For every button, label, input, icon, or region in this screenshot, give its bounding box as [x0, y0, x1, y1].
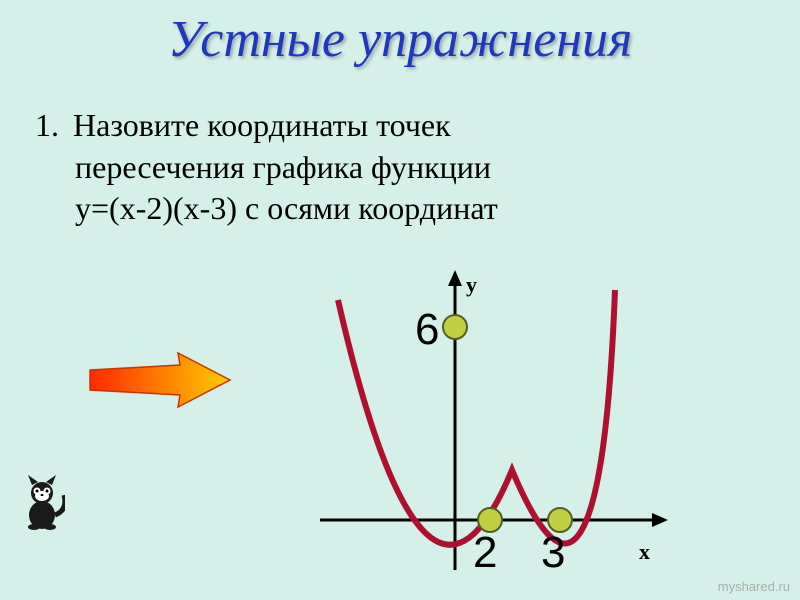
cat-icon: [20, 475, 65, 530]
value-3: 3: [541, 528, 565, 578]
x-axis-label: х: [639, 539, 650, 565]
parabola-chart: у х 6 2 3: [310, 270, 670, 580]
y-axis-label: у: [466, 272, 477, 298]
slide-title: Устные упражнения: [0, 10, 800, 69]
value-6: 6: [415, 305, 439, 355]
task-number: 1.: [35, 105, 73, 147]
watermark: myshared.ru: [718, 579, 790, 594]
task-line-2: пересечения графика функции: [75, 149, 491, 185]
task-line-1: Назовите координаты точек: [73, 107, 451, 143]
arrow-icon: [85, 350, 235, 410]
task-text: 1.Назовите координаты точек пересечения …: [35, 105, 760, 230]
slide: Устные упражнения 1.Назовите координаты …: [0, 0, 800, 600]
task-line-3: у=(х-2)(х-3) с осями координат: [75, 190, 498, 226]
value-2: 2: [473, 528, 497, 578]
